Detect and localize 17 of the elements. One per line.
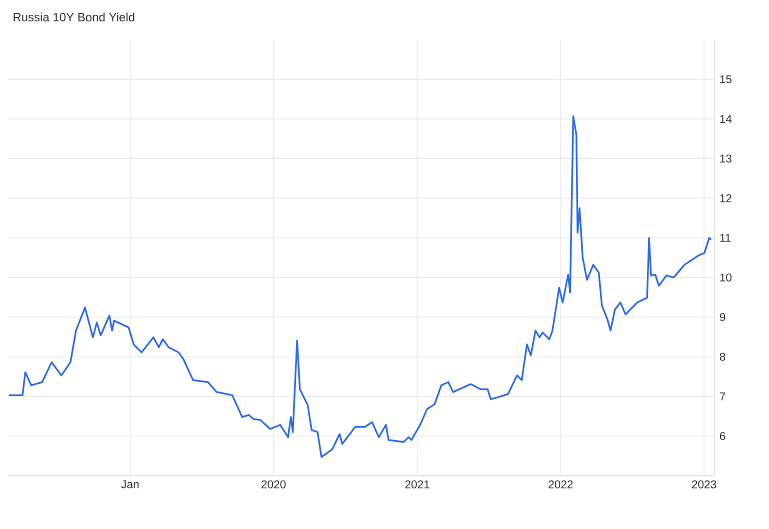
line-series — [8, 115, 712, 458]
y-tick-label: 8 — [720, 352, 726, 361]
y-tick-label: 11 — [720, 234, 731, 242]
y-tick-label: 15 — [720, 75, 732, 84]
y-tick-label: 9 — [720, 313, 726, 322]
y-tick-label: 6 — [720, 432, 726, 440]
x-tick-label: Jan — [121, 480, 139, 488]
chart-title: Russia 10Y Bond Yield — [14, 12, 134, 22]
y-tick-label: 10 — [720, 273, 732, 282]
y-tick-label: 12 — [720, 194, 732, 202]
y-tick-label: 14 — [720, 115, 732, 123]
y-tick-label: 7 — [720, 392, 726, 400]
y-tick-label: 13 — [720, 154, 732, 163]
x-tick-label: 2023 — [692, 480, 716, 488]
x-tick-label: 2020 — [262, 480, 286, 488]
x-tick-label: 2022 — [548, 480, 573, 488]
x-tick-label: 2021 — [405, 480, 430, 488]
